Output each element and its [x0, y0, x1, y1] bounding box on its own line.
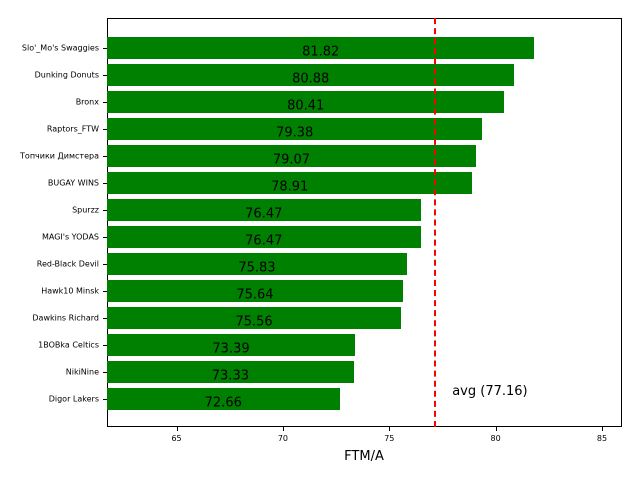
bar	[107, 388, 340, 410]
y-tick-label: Red-Black Devil	[36, 259, 99, 269]
x-tick-label: 80	[490, 434, 501, 443]
y-tick	[103, 318, 107, 319]
bar-value-label: 73.33	[211, 368, 249, 384]
bar	[107, 91, 505, 113]
y-tick-label: Slo'_Mo's Swaggies	[21, 43, 99, 53]
bar	[107, 145, 476, 167]
y-tick-label: Dawkins Richard	[32, 313, 99, 323]
x-tick	[389, 427, 391, 431]
y-tick	[103, 237, 107, 238]
bar-value-label: 72.66	[204, 395, 242, 411]
average-label: avg (77.16)	[452, 384, 528, 399]
bar-value-label: 75.64	[236, 287, 274, 303]
y-tick	[103, 345, 107, 346]
y-tick	[103, 129, 107, 130]
y-tick	[103, 48, 107, 49]
y-tick	[103, 291, 107, 292]
y-tick-label: 1BOBka Celtics	[38, 340, 99, 350]
y-tick-label: Топчики Димстера	[20, 151, 99, 161]
average-reference-line	[434, 18, 437, 427]
bar	[107, 226, 421, 248]
y-tick-label: Dunking Donuts	[34, 70, 99, 80]
y-tick	[103, 102, 107, 103]
y-tick	[103, 183, 107, 184]
bar-value-label: 78.91	[271, 179, 309, 195]
bar-value-label: 79.38	[276, 125, 314, 141]
y-tick-label: BUGAY WINS	[47, 178, 99, 188]
bar-value-label: 80.88	[292, 71, 330, 87]
bar-value-label: 76.47	[245, 233, 283, 249]
x-tick-label: 70	[277, 434, 288, 443]
y-tick	[103, 156, 107, 157]
y-tick-label: NikiNine	[65, 367, 99, 377]
y-tick-label: Digor Lakers	[48, 394, 99, 404]
bar-value-label: 80.41	[287, 98, 325, 114]
x-tick-label: 75	[384, 434, 395, 443]
bar	[107, 172, 473, 194]
y-tick	[103, 372, 107, 373]
y-tick	[103, 210, 107, 211]
y-tick-label: Hawk10 Minsk	[41, 286, 99, 296]
x-tick	[282, 427, 284, 431]
y-tick-label: Bronx	[75, 97, 99, 107]
bar	[107, 361, 354, 383]
y-tick-label: Raptors_FTW	[46, 124, 99, 134]
y-tick	[103, 399, 107, 400]
bar-value-label: 75.56	[235, 314, 273, 330]
x-tick	[176, 427, 178, 431]
bar	[107, 307, 402, 329]
bar	[107, 280, 403, 302]
bar	[107, 64, 515, 86]
x-axis-label: FTM/A	[344, 449, 384, 464]
bar-value-label: 79.07	[272, 152, 311, 168]
bar	[107, 118, 483, 140]
bar-value-label: 75.83	[238, 260, 276, 276]
x-tick	[602, 427, 603, 431]
bar-value-label: 73.39	[212, 341, 250, 357]
bar	[107, 199, 421, 221]
y-tick-label: Spurzz	[72, 205, 99, 215]
x-tick	[495, 427, 497, 431]
plot-area	[107, 18, 622, 427]
y-tick-label: MAGI's YODAS	[41, 232, 99, 242]
x-tick-label: 65	[171, 434, 182, 443]
bar-value-label: 76.47	[245, 206, 283, 222]
bar	[107, 334, 356, 356]
y-tick	[103, 75, 107, 76]
bar-value-label: 81.82	[302, 44, 340, 60]
y-tick	[103, 264, 107, 265]
bar	[107, 253, 407, 275]
x-tick-label: 85	[596, 434, 608, 443]
bar	[107, 37, 535, 59]
